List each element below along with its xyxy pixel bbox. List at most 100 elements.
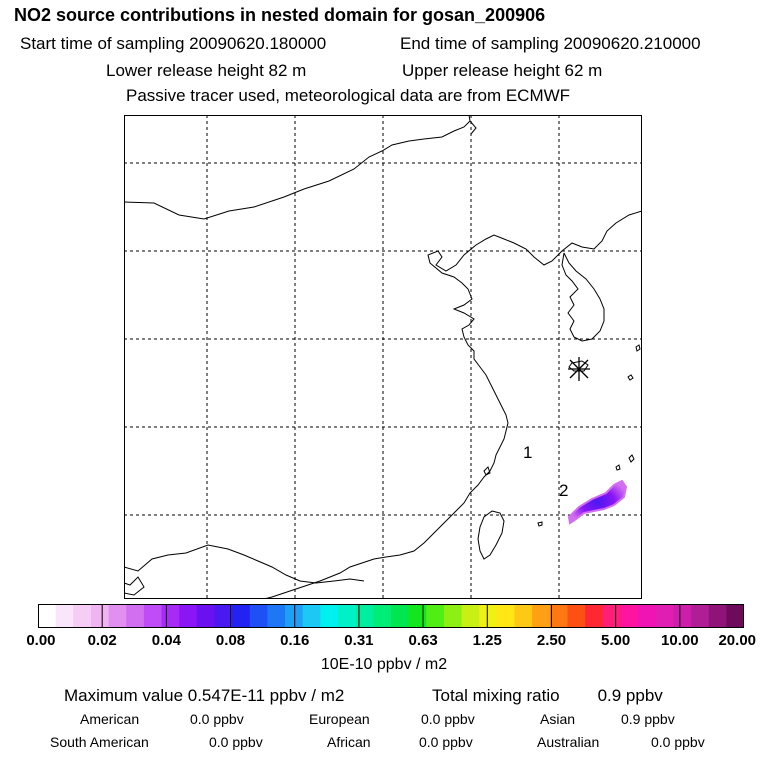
map-panel: 1 2 (124, 115, 642, 599)
max-value: Maximum value 0.547E-11 ppbv / m2 (64, 686, 345, 705)
colorbar-cell (267, 604, 286, 628)
total-label: Total mixing ratio (432, 686, 560, 705)
colorbar-units: 10E-10 ppbv / m2 (320, 656, 448, 673)
border-northeast (469, 120, 477, 135)
tracer-note: Passive tracer used, meteorological data… (126, 86, 571, 105)
colorbar-cell (408, 604, 427, 628)
colorbar-cells (38, 604, 744, 628)
colorbar-tick-label: 20.00 (718, 632, 757, 649)
ryukyu-islet-5 (537, 521, 543, 527)
colorbar-tick-label: 0.00 (26, 632, 56, 649)
colorbar-cell (161, 604, 180, 628)
source-label-european: European (309, 711, 370, 727)
colorbar-cell (232, 604, 251, 628)
colorbar-cell (620, 604, 639, 628)
upper-release-height: Upper release height 62 m (402, 61, 603, 80)
colorbar-cell (126, 604, 145, 628)
colorbar (38, 604, 744, 628)
source-value-australian: 0.0 ppbv (651, 734, 705, 750)
source-label-south-american: South American (50, 734, 149, 750)
border-north (124, 115, 471, 220)
colorbar-cell (179, 604, 198, 628)
plume (567, 479, 628, 525)
ryukyu-islet-1 (627, 374, 634, 381)
jeju-island (568, 360, 589, 372)
colorbar-cell (338, 604, 357, 628)
colorbar-tick-label: 0.08 (215, 632, 246, 649)
source-label-african: African (327, 734, 371, 750)
colorbar-cell (108, 604, 127, 628)
colorbar-cell (532, 604, 551, 628)
colorbar-cell (691, 604, 710, 628)
start-time: Start time of sampling 20090620.180000 (20, 34, 327, 53)
border-southwest (124, 544, 365, 584)
korea-peninsula (561, 252, 605, 342)
colorbar-cell (443, 604, 463, 628)
colorbar-cell (285, 604, 304, 628)
source-value-african: 0.0 ppbv (419, 734, 473, 750)
station-marker-asterisk-icon (568, 357, 590, 381)
colorbar-cell (302, 604, 321, 628)
ryukyu-islet-2 (635, 344, 641, 352)
source-value-american: 0.0 ppbv (190, 711, 244, 727)
colorbar-tick-label: 0.02 (87, 632, 117, 649)
colorbar-tick-label: 5.00 (601, 632, 631, 649)
ryukyu-islet-4 (615, 464, 621, 471)
hainan-hint (483, 466, 491, 476)
colorbar-cell (55, 604, 74, 628)
colorbar-cell (496, 604, 516, 628)
colorbar-tick-label: 0.63 (408, 632, 438, 649)
end-time: End time of sampling 20090620.210000 (400, 34, 701, 53)
colorbar-cell (479, 604, 498, 628)
colorbar-cell (655, 604, 674, 628)
colorbar-cell (549, 604, 569, 628)
colorbar-cell (391, 604, 410, 628)
grid-lines (124, 115, 642, 599)
source-label-american: American (80, 711, 140, 727)
colorbar-cell (567, 604, 586, 628)
colorbar-cell (373, 604, 392, 628)
colorbar-cell (249, 604, 269, 628)
source-label-asian: Asian (540, 711, 576, 727)
colorbar-tick-label: 2.50 (536, 632, 567, 649)
colorbar-cell (708, 604, 727, 628)
source-value-asian: 0.9 ppbv (621, 711, 675, 727)
ryukyu-islet-3 (628, 454, 635, 463)
coastlines (124, 115, 642, 599)
colorbar-cell (355, 604, 374, 628)
colorbar-cell (320, 604, 339, 628)
total-value: 0.9 ppbv (597, 686, 663, 705)
colorbar-cell (585, 604, 604, 628)
source-value-south-american: 0.0 ppbv (209, 734, 263, 750)
map-frame (124, 115, 642, 599)
lower-release-height: Lower release height 82 m (106, 61, 307, 80)
colorbar-cell (514, 604, 533, 628)
colorbar-cell (726, 604, 744, 628)
coast-china-north (263, 210, 642, 599)
total-mixing-ratio: Total mixing ratio 0.9 ppbv (432, 686, 663, 706)
colorbar-frame (38, 604, 744, 628)
colorbar-cell (461, 604, 480, 628)
colorbar-cell (38, 604, 57, 628)
colorbar-cell (426, 604, 445, 628)
taiwan-island (477, 510, 505, 560)
colorbar-cell (214, 604, 233, 628)
colorbar-cell (143, 604, 163, 628)
colorbar-cell (90, 604, 110, 628)
map-label-2: 2 (559, 481, 568, 500)
colorbar-cell (638, 604, 657, 628)
colorbar-tick-label: 1.25 (472, 632, 502, 649)
border-south (124, 576, 145, 596)
colorbar-tick-label: 0.16 (280, 632, 310, 649)
colorbar-cell (602, 604, 622, 628)
map-label-1: 1 (523, 443, 532, 462)
colorbar-cell (73, 604, 92, 628)
colorbar-cell (196, 604, 216, 628)
colorbar-cell (673, 604, 692, 628)
source-label-australian: Australian (537, 734, 600, 750)
plot-title: NO2 source contributions in nested domai… (14, 5, 546, 25)
source-value-european: 0.0 ppbv (421, 711, 475, 727)
colorbar-tick-label: 10.00 (661, 632, 699, 649)
colorbar-tick-label: 0.31 (344, 632, 374, 649)
colorbar-tick-label: 0.04 (151, 632, 181, 649)
